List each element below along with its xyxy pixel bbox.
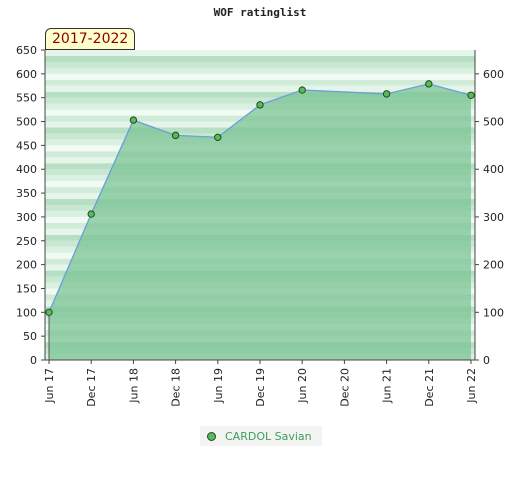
x-tick-label: Dec 18 [170, 368, 183, 407]
background-band [45, 55, 475, 62]
background-band [45, 61, 475, 68]
data-points [45, 80, 475, 317]
y-tick-label-left: 400 [16, 163, 37, 176]
y-tick-label-right: 600 [483, 68, 504, 81]
x-tick-label: Jun 20 [296, 368, 309, 404]
y-tick-label-left: 450 [16, 139, 37, 152]
legend[interactable]: CARDOL Savian [200, 426, 322, 446]
y-tick-label-right: 500 [483, 116, 504, 129]
data-point [129, 116, 138, 124]
background-band [45, 79, 475, 86]
y-tick-label-left: 0 [30, 354, 37, 367]
y-tick-label-left: 350 [16, 187, 37, 200]
y-tick-label-left: 650 [16, 44, 37, 57]
y-tick-label-right: 300 [483, 211, 504, 224]
y-ticks-left: 0 50 100 150 200 250 300 350 400 450 500 550 600 650 [16, 44, 45, 367]
data-point [87, 210, 95, 218]
legend-label: CARDOL Savian [225, 429, 312, 443]
x-tick-label: Jun 22 [465, 368, 478, 404]
x-tick-label: Dec 19 [254, 368, 267, 407]
y-tick-label-left: 250 [16, 235, 37, 248]
data-point [214, 133, 222, 141]
y-tick-label-right: 400 [483, 163, 504, 176]
x-tick-label: Dec 17 [85, 368, 98, 407]
background-band [45, 85, 475, 92]
y-tick-label-left: 50 [23, 330, 37, 343]
y-tick-label-right: 200 [483, 259, 504, 272]
period-badge: 2017-2022 [45, 28, 136, 50]
x-tick-label: Dec 20 [338, 368, 351, 407]
series-area [49, 83, 471, 360]
area-layer [48, 83, 472, 360]
y-tick-label-left: 600 [16, 68, 37, 81]
background-band [45, 73, 475, 80]
background-band [45, 91, 475, 98]
x-tick-label: Jun 19 [212, 368, 225, 404]
y-tick-label-left: 200 [16, 259, 37, 272]
y-tick-label-right: 0 [483, 354, 490, 367]
y-tick-label-left: 500 [16, 116, 37, 129]
x-tick-label: Dec 21 [423, 368, 436, 407]
y-tick-label-left: 550 [16, 92, 37, 105]
x-tick-label: Jun 18 [127, 368, 140, 404]
data-point [45, 308, 53, 317]
y-tick-label-left: 300 [16, 211, 37, 224]
x-tick-label: Jun 21 [381, 368, 394, 404]
data-point [467, 91, 475, 100]
y-ticks-right: 0 100 200 300 400 500 600 [475, 68, 504, 367]
data-point [425, 80, 433, 88]
background-band [45, 50, 475, 56]
data-point [256, 101, 264, 109]
y-tick-label-left: 150 [16, 282, 37, 295]
data-point [171, 131, 180, 140]
y-tick-label-right: 100 [483, 306, 504, 319]
y-tick-label-left: 100 [16, 306, 37, 319]
data-point [298, 86, 306, 94]
background-band [45, 67, 475, 74]
x-tick-label: Jun 17 [43, 368, 56, 404]
x-ticks: Jun 17 Dec 17 Jun 18 Dec 18 Jun 19 Dec 19 Jun … [43, 360, 478, 407]
chart-title: WOF ratinglist [213, 6, 307, 19]
data-point [382, 90, 391, 98]
series-line [48, 83, 472, 313]
background-band [45, 97, 475, 104]
legend-marker-icon [207, 431, 216, 441]
